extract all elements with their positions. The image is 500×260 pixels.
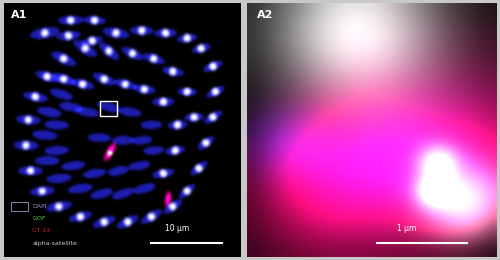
- Text: DAPI: DAPI: [32, 204, 47, 209]
- Bar: [100, 101, 116, 116]
- Text: A2: A2: [257, 10, 274, 20]
- Text: 10 μm: 10 μm: [165, 224, 190, 233]
- Text: 1 μm: 1 μm: [397, 224, 416, 233]
- Text: alpha-satellite: alpha-satellite: [32, 241, 78, 246]
- Text: GOF: GOF: [32, 216, 46, 221]
- Text: CT 13: CT 13: [32, 228, 50, 233]
- Text: A1: A1: [11, 10, 28, 20]
- Bar: [11, 202, 28, 211]
